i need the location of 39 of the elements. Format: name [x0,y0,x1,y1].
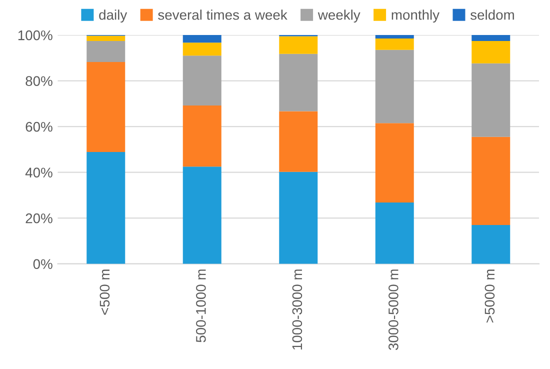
x-tick-label: 3000-5000 m [388,270,398,350]
bar [472,224,510,264]
bar [375,50,414,124]
bar [375,38,414,50]
bar [375,35,414,38]
bar [182,56,222,106]
bar [375,202,414,264]
x-tick-label: 1000-3000 m [292,270,302,350]
bar [472,41,510,64]
bar [472,63,510,137]
x-tick-label: <500 m [100,270,110,315]
bar [375,123,414,203]
legend-label: daily [99,10,128,23]
bar [86,36,126,42]
y-tick-label: 20% [26,213,52,224]
bar [279,111,318,172]
bar [86,62,126,152]
bar [86,41,126,62]
y-tick-label: 60% [26,122,52,132]
bar [182,42,222,56]
y-tick-label: 100% [18,30,52,40]
legend-label: seldom [470,10,514,20]
y-tick-label: 80% [26,76,52,86]
bar [86,152,126,264]
bar [182,166,222,264]
legend-label: weekly [318,10,360,23]
y-tick-label: 40% [25,168,52,178]
bar [182,35,222,43]
bar [279,36,318,54]
bar [182,106,222,167]
bar [472,136,510,225]
x-tick-label: 500-1000 m [196,270,206,342]
bar [279,54,318,112]
legend-label: several times a week [158,10,288,20]
legend-label: monthly [392,10,440,23]
y-tick-label: 0% [33,259,52,270]
bar [472,35,510,42]
bar [279,172,318,264]
x-tick-label: >5000 m [484,270,495,322]
